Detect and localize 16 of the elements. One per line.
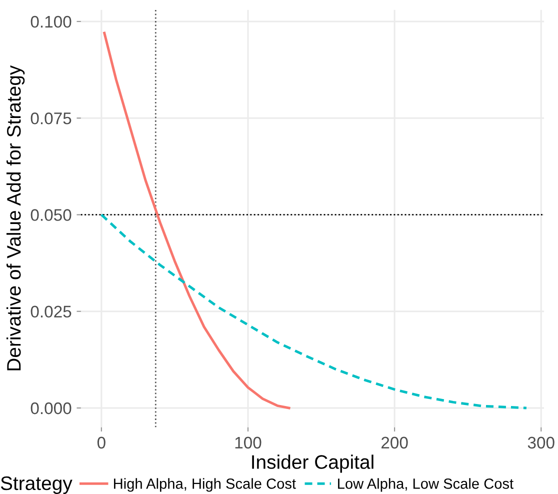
y-axis-title: Derivative of Value Add for Strategy <box>6 65 25 370</box>
line-series <box>100 213 528 410</box>
x-tick-label: 200 <box>381 436 408 449</box>
y-tick-label: 0.075 <box>30 112 72 124</box>
x-axis-title: Insider Capital <box>252 454 374 473</box>
y-tick-label: 0.000 <box>30 402 72 414</box>
legend-title: Strategy <box>0 476 72 494</box>
y-tick-label: 0.050 <box>30 209 72 221</box>
legend-label: High Alpha, High Scale Cost <box>114 478 296 492</box>
y-tick-label: 0.100 <box>30 16 72 28</box>
y-tick-label: 0.025 <box>30 306 72 318</box>
x-tick-label: 100 <box>235 436 262 449</box>
x-tick-label: 0 <box>97 436 106 449</box>
x-tick-label: 300 <box>528 436 554 449</box>
line-series <box>103 32 290 410</box>
legend-label: Low Alpha, Low Scale Cost <box>338 478 514 492</box>
